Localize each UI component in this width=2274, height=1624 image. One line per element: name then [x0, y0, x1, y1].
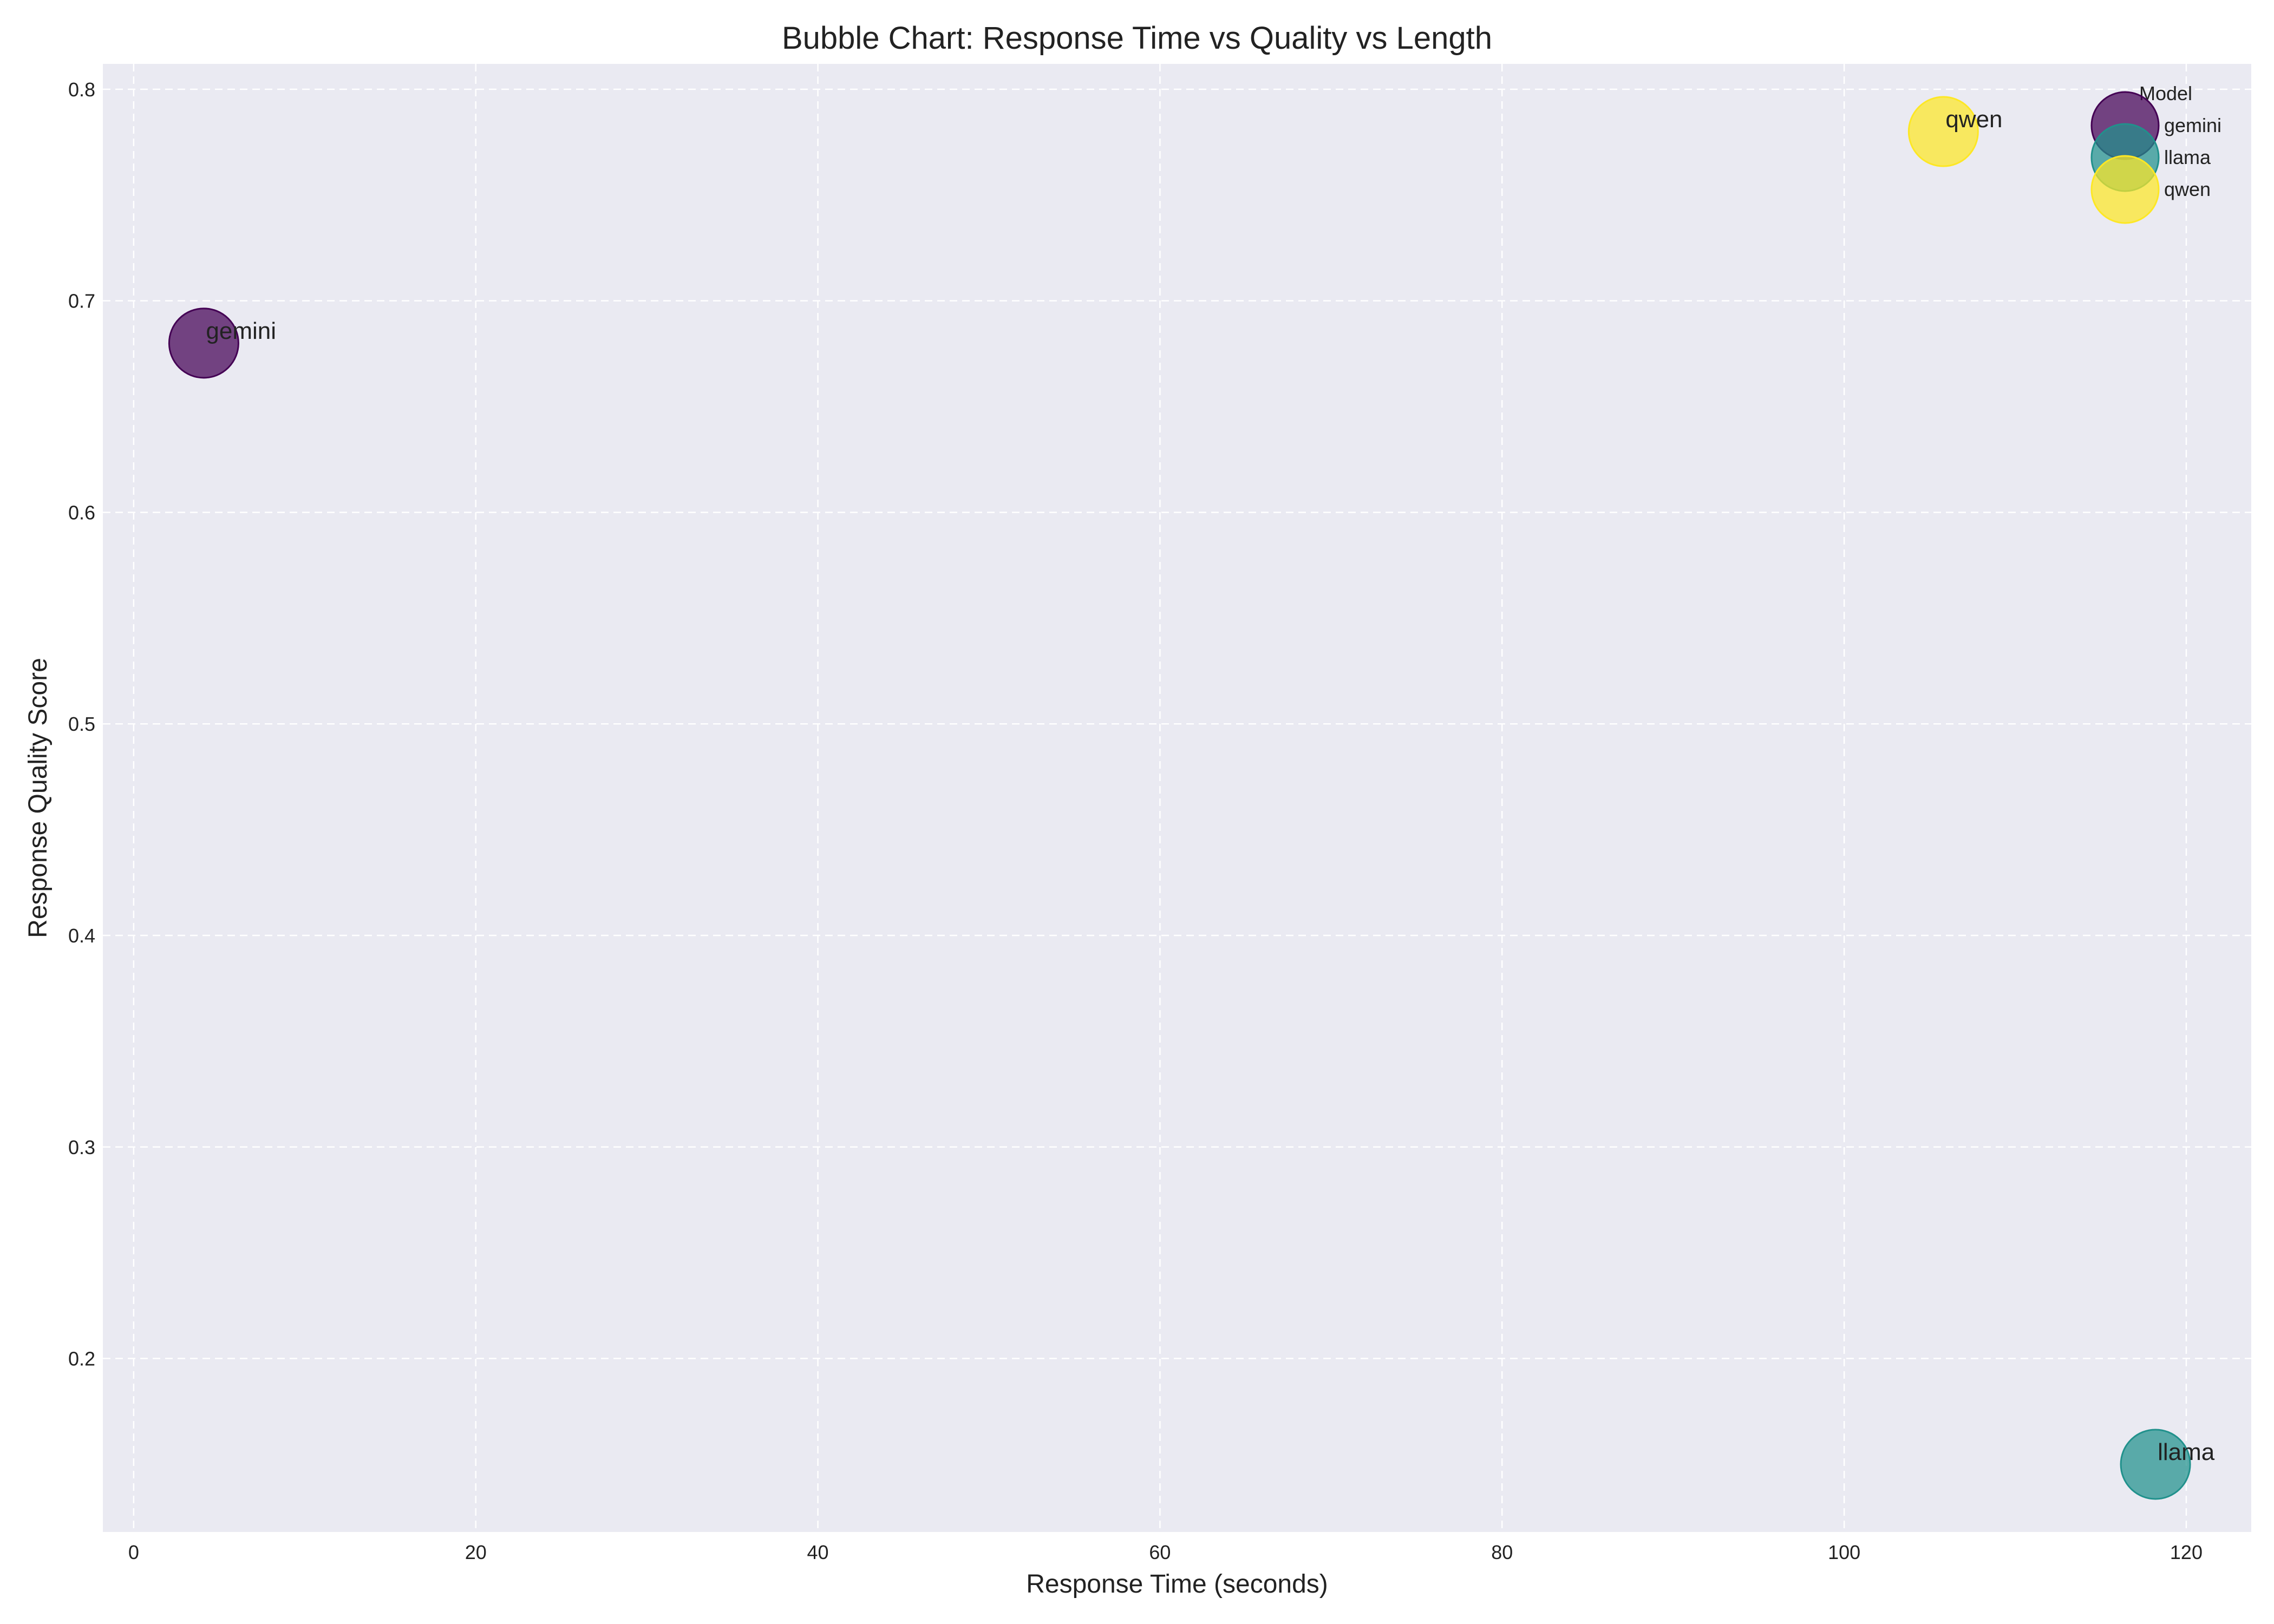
x-tick-label: 40 — [807, 1541, 829, 1563]
x-tick-label: 60 — [1149, 1541, 1171, 1563]
y-tick-label: 0.5 — [68, 713, 95, 735]
x-tick-label: 80 — [1491, 1541, 1513, 1563]
chart-title: Bubble Chart: Response Time vs Quality v… — [782, 21, 1492, 56]
bubbles — [168, 96, 2191, 1500]
x-axis-label: Response Time (seconds) — [1026, 1570, 1328, 1599]
legend-label-gemini: gemini — [2164, 114, 2221, 136]
y-tick-label: 0.8 — [68, 78, 95, 101]
grid-lines — [103, 64, 2251, 1532]
y-tick-label: 0.3 — [68, 1136, 95, 1158]
x-tick-label: 20 — [465, 1541, 487, 1563]
y-tick-label: 0.6 — [68, 501, 95, 523]
point-label-llama: llama — [2158, 1439, 2215, 1465]
legend-marker-qwen — [2090, 155, 2160, 224]
legend-label-qwen: qwen — [2164, 178, 2211, 200]
bubble-gemini — [168, 307, 239, 379]
point-labels: gemini llama qwen — [206, 106, 2214, 1465]
y-tick-label: 0.2 — [68, 1348, 95, 1370]
bubble-qwen — [1907, 96, 1979, 167]
tick-labels: 0 20 40 60 80 100 120 0.2 0.3 0.4 0.5 0.6 0.7 0.8 — [68, 78, 2203, 1563]
bubble-llama — [2120, 1429, 2191, 1500]
y-axis-label: Response Quality Score — [24, 658, 53, 938]
x-tick-label: 120 — [2170, 1541, 2203, 1563]
y-tick-label: 0.4 — [68, 925, 95, 947]
plot-area — [103, 64, 2251, 1532]
legend-label-llama: llama — [2164, 146, 2211, 168]
x-tick-label: 0 — [128, 1541, 139, 1563]
point-label-qwen: qwen — [1945, 106, 2002, 133]
y-tick-label: 0.7 — [68, 290, 95, 312]
x-tick-label: 100 — [1828, 1541, 1860, 1563]
point-label-gemini: gemini — [206, 318, 276, 344]
